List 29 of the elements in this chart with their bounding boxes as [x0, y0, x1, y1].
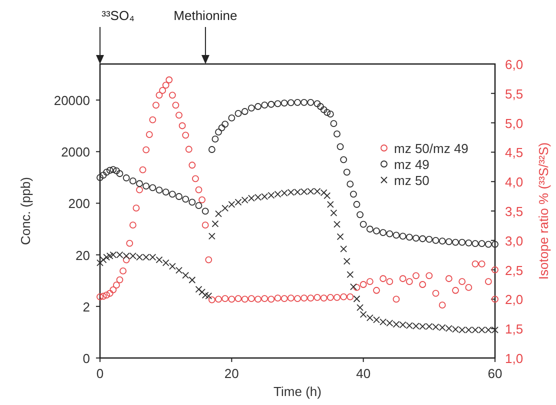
y2-tick-label: 2,0	[505, 292, 524, 308]
y2-axis-title: Isotope ratio % (³³S/³²S)	[536, 142, 551, 280]
y-tick-label: 200	[68, 196, 90, 212]
y-tick-label: 2000	[61, 144, 90, 160]
y-tick-label: 20	[76, 248, 90, 263]
y2-tick-label: 1,0	[505, 351, 524, 366]
y2-tick-label: 6,0	[505, 57, 524, 72]
x-tick-label: 20	[224, 366, 239, 381]
legend-label: mz 50	[394, 173, 430, 188]
x-axis-title: Time (h)	[274, 384, 322, 399]
legend-label: mz 50/mz 49	[394, 141, 468, 156]
x-tick-label: 40	[356, 366, 371, 381]
x-tick-label: 60	[488, 366, 502, 381]
x-tick-label: 0	[96, 366, 104, 381]
y2-tick-label: 4,5	[505, 145, 524, 160]
y2-tick-label: 5,0	[505, 116, 524, 131]
text: ³³SO₄	[102, 8, 134, 23]
y-axis-title: Conc. (ppb)	[18, 177, 33, 245]
y2-tick-label: 5,5	[505, 86, 524, 102]
y-tick-label: 2	[82, 299, 90, 314]
y-tick-label: 20000	[54, 93, 90, 108]
y2-tick-label: 3,5	[505, 204, 524, 219]
legend-label: mz 49	[394, 157, 430, 172]
text: Methionine	[174, 8, 238, 23]
y2-tick-label: 1,5	[505, 322, 524, 337]
y2-tick-label: 2,5	[505, 262, 524, 278]
y2-tick-label: 4,0	[505, 174, 524, 190]
y-tick-label: 0	[82, 351, 90, 366]
y2-tick-label: 3,0	[505, 233, 524, 248]
